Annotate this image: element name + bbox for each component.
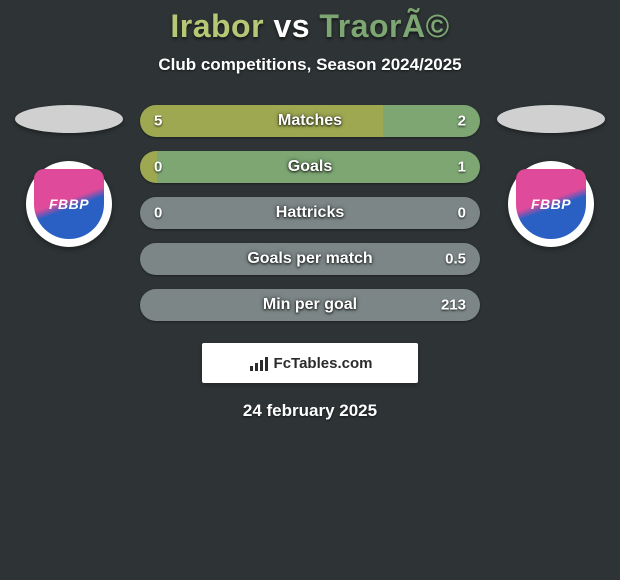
watermark-text: FcTables.com xyxy=(274,355,373,372)
stat-right-value: 0 xyxy=(458,205,466,222)
stat-row: Goals 0 1 xyxy=(140,151,480,183)
player2-silhouette xyxy=(497,105,605,133)
right-column: FBBP xyxy=(496,105,606,247)
content-row: FBBP Matches 5 2 Goals 0 1 Hattricks 0 0 Goals pe… xyxy=(0,105,620,321)
stat-label: Min per goal xyxy=(263,296,357,314)
stat-label: Matches xyxy=(278,112,342,130)
player1-club-badge: FBBP xyxy=(26,161,112,247)
stat-right-value: 0.5 xyxy=(445,251,466,268)
stat-row: Matches 5 2 xyxy=(140,105,480,137)
stat-row: Hattricks 0 0 xyxy=(140,197,480,229)
stat-right-value: 2 xyxy=(458,113,466,130)
stat-label: Goals per match xyxy=(247,250,372,268)
player1-club-badge-text: FBBP xyxy=(49,196,89,212)
stat-left-segment xyxy=(140,105,383,137)
stat-label: Hattricks xyxy=(276,204,344,222)
player2-club-badge: FBBP xyxy=(508,161,594,247)
stat-label: Goals xyxy=(288,158,332,176)
player2-club-badge-shield: FBBP xyxy=(516,169,586,239)
comparison-card: Irabor vs TraorÃ© Club competitions, Sea… xyxy=(0,0,620,580)
player2-name: TraorÃ© xyxy=(319,8,449,44)
watermark: FcTables.com xyxy=(202,343,418,383)
snapshot-date: 24 february 2025 xyxy=(0,401,620,421)
stat-row: Min per goal 213 xyxy=(140,289,480,321)
subtitle: Club competitions, Season 2024/2025 xyxy=(0,55,620,75)
stat-left-value: 0 xyxy=(154,159,162,176)
page-title: Irabor vs TraorÃ© xyxy=(0,8,620,45)
left-column: FBBP xyxy=(14,105,124,247)
player1-club-badge-shield: FBBP xyxy=(34,169,104,239)
watermark-chart-icon xyxy=(248,355,268,371)
player1-name: Irabor xyxy=(170,8,264,44)
player1-silhouette xyxy=(15,105,123,133)
player2-club-badge-text: FBBP xyxy=(531,196,571,212)
stat-left-value: 5 xyxy=(154,113,162,130)
stat-right-value: 1 xyxy=(458,159,466,176)
vs-text: vs xyxy=(273,8,310,44)
stat-right-value: 213 xyxy=(441,297,466,314)
stat-bars: Matches 5 2 Goals 0 1 Hattricks 0 0 Goals per mat… xyxy=(140,105,480,321)
stat-left-value: 0 xyxy=(154,205,162,222)
stat-row: Goals per match 0.5 xyxy=(140,243,480,275)
